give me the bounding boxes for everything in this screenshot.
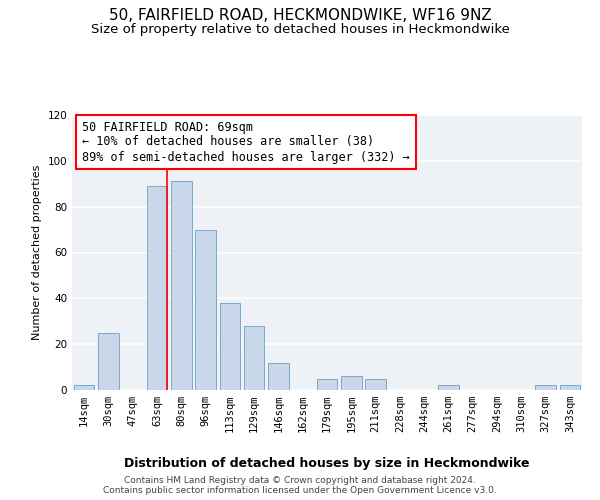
Text: 50, FAIRFIELD ROAD, HECKMONDWIKE, WF16 9NZ: 50, FAIRFIELD ROAD, HECKMONDWIKE, WF16 9… bbox=[109, 8, 491, 22]
Bar bbox=[365, 378, 386, 390]
Bar bbox=[438, 386, 459, 390]
Bar bbox=[317, 378, 337, 390]
Y-axis label: Number of detached properties: Number of detached properties bbox=[32, 165, 42, 340]
Bar bbox=[268, 362, 289, 390]
Bar bbox=[560, 386, 580, 390]
Bar bbox=[171, 182, 191, 390]
Bar bbox=[341, 376, 362, 390]
Text: Size of property relative to detached houses in Heckmondwike: Size of property relative to detached ho… bbox=[91, 22, 509, 36]
Bar bbox=[195, 230, 216, 390]
Text: Contains HM Land Registry data © Crown copyright and database right 2024.
Contai: Contains HM Land Registry data © Crown c… bbox=[103, 476, 497, 495]
Bar bbox=[74, 386, 94, 390]
Text: 50 FAIRFIELD ROAD: 69sqm
← 10% of detached houses are smaller (38)
89% of semi-d: 50 FAIRFIELD ROAD: 69sqm ← 10% of detach… bbox=[82, 120, 410, 164]
Bar bbox=[146, 186, 167, 390]
Bar bbox=[220, 303, 240, 390]
Bar bbox=[98, 332, 119, 390]
Bar bbox=[535, 386, 556, 390]
Text: Distribution of detached houses by size in Heckmondwike: Distribution of detached houses by size … bbox=[124, 458, 530, 470]
Bar bbox=[244, 326, 265, 390]
